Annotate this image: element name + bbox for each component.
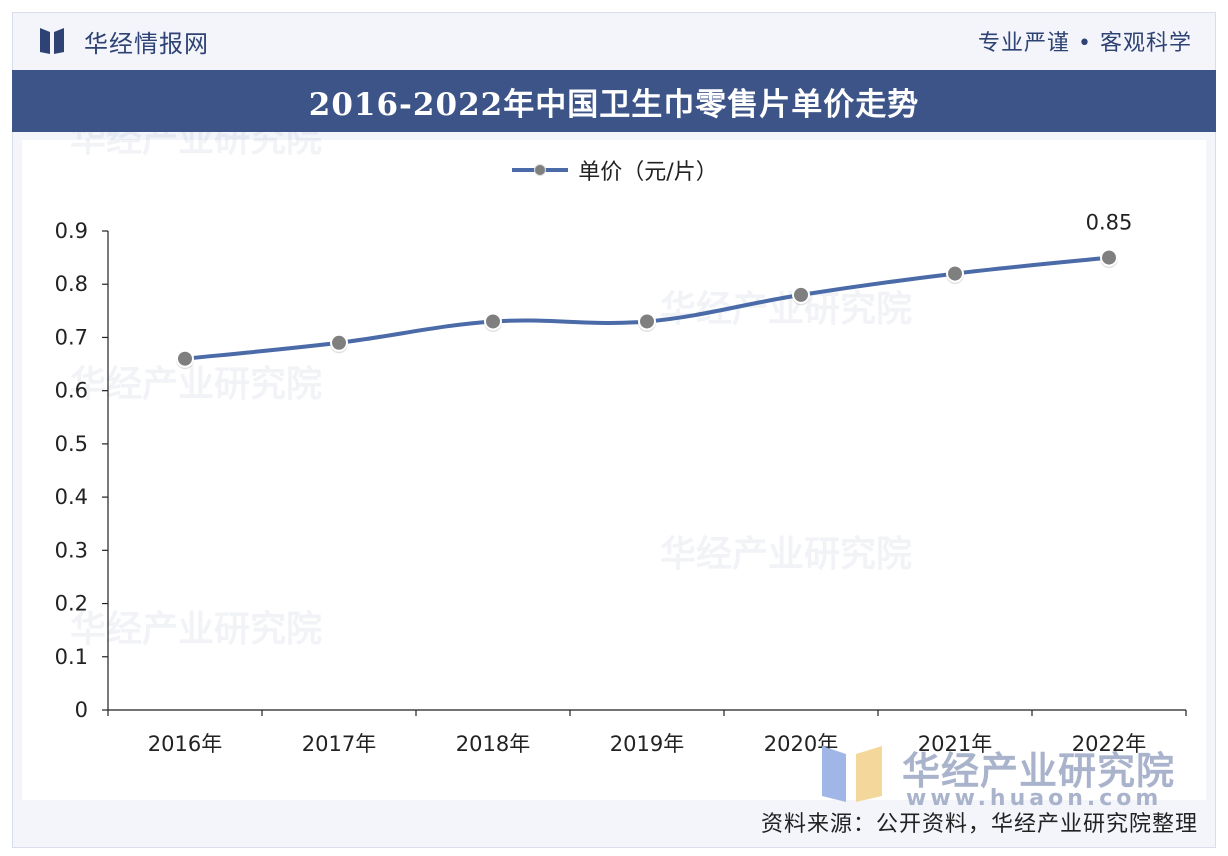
y-tick-label: 0.5 <box>55 432 88 456</box>
watermark-text: 华经产业研究院 <box>70 609 323 650</box>
title-band: 2016-2022年中国卫生巾零售片单价走势 <box>12 70 1216 132</box>
data-point <box>638 312 656 331</box>
y-tick-label: 0.3 <box>55 538 88 562</box>
watermark-text: 华经产业研究院 <box>660 534 913 575</box>
x-tick-label: 2018年 <box>456 732 530 756</box>
data-point <box>176 349 194 368</box>
chart-legend: 单价（元/片） <box>0 154 1228 186</box>
y-tick-label: 0.7 <box>55 325 88 349</box>
plot-background <box>22 140 1206 800</box>
data-point <box>1100 248 1118 267</box>
brand-logo-icon <box>40 28 64 54</box>
legend-label: 单价（元/片） <box>578 160 718 185</box>
brand-name: 华经情报网 <box>84 29 209 58</box>
watermark-text: 华经产业研究院 <box>70 119 323 160</box>
line-chart: 0 0.1 0.2 0.3 0.4 0.5 0.6 0.7 0.8 0.9 2016年 2017年 20… <box>55 211 1187 756</box>
brand-logo: 华经情报网 <box>38 24 209 59</box>
x-tick-label: 2021年 <box>918 732 992 756</box>
header-bar: 华经情报网 专业严谨 • 客观科学 <box>12 14 1216 68</box>
y-tick-label: 0.9 <box>55 219 88 243</box>
x-tick-label: 2016年 <box>148 732 222 756</box>
data-label: 0.85 <box>1086 211 1133 235</box>
legend-line-marker-icon <box>512 164 569 176</box>
watermark-brand: 华经产业研究院 <box>902 749 1176 793</box>
slogan: 专业严谨 • 客观科学 <box>978 31 1192 56</box>
chart-title: 2016-2022年中国卫生巾零售片单价走势 <box>308 86 920 123</box>
y-tick-label: 0.2 <box>55 592 88 616</box>
y-tick-label: 0.6 <box>55 379 88 403</box>
y-tick-label: 0.8 <box>55 272 88 296</box>
data-point <box>946 264 964 283</box>
x-tick-label: 2022年 <box>1072 732 1146 756</box>
watermark-logo-icon <box>822 746 882 802</box>
watermark-text: 华经产业研究院 <box>70 364 323 405</box>
data-point <box>330 333 348 352</box>
watermark-url: www.huaon.com <box>906 786 1163 811</box>
x-tick-label: 2017年 <box>302 732 376 756</box>
data-point <box>484 312 502 331</box>
y-tick-label: 0.1 <box>55 645 88 669</box>
y-tick-label: 0 <box>75 698 88 722</box>
x-tick-label: 2019年 <box>610 732 684 756</box>
data-source: 资料来源：公开资料，华经产业研究院整理 <box>760 812 1198 837</box>
series-line <box>183 255 1111 361</box>
y-tick-label: 0.4 <box>55 485 88 509</box>
data-point <box>792 285 810 304</box>
